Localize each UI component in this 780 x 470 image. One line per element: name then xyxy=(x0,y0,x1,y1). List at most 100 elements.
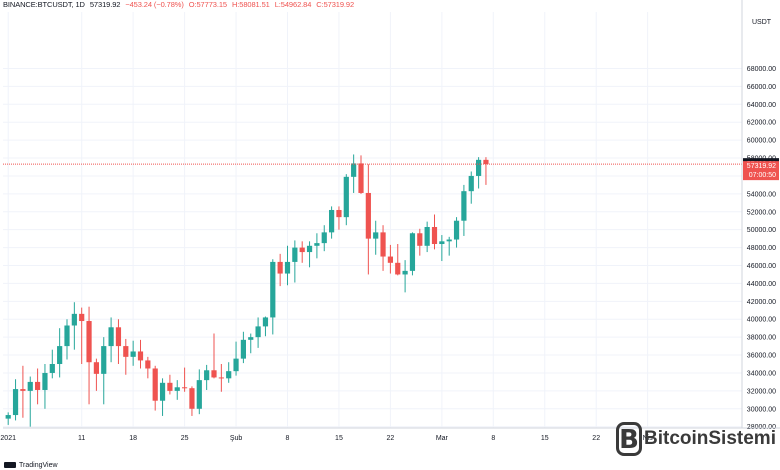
price-tick-label: 46000.00 xyxy=(747,263,776,270)
candle-up xyxy=(71,313,77,326)
candle-down xyxy=(189,388,195,409)
candle-up xyxy=(101,346,107,374)
time-axis: 2021 11 18 25 Şub 8 15 22 Mar 8 15 22 Nis xyxy=(0,427,780,442)
price-tick-label: 42000.00 xyxy=(747,299,776,306)
candle-up xyxy=(57,346,63,365)
bitcoin-b-icon: B xyxy=(616,422,642,456)
candle-up xyxy=(262,317,269,327)
candle-down xyxy=(167,382,173,391)
candle-down xyxy=(123,346,129,357)
symbol-name: BINANCE:BTCUSDT, 1D xyxy=(3,0,85,9)
candle-up xyxy=(292,247,298,262)
price-tick-label: 44000.00 xyxy=(747,281,776,288)
price-tick-label: 60000.00 xyxy=(747,138,776,145)
candle-down xyxy=(86,321,92,363)
candle-down xyxy=(483,159,489,165)
candle-up xyxy=(27,381,33,391)
candle-up xyxy=(255,326,261,338)
price-axis: 28000.0030000.0032000.0034000.0036000.00… xyxy=(741,0,776,431)
candle-up xyxy=(49,364,55,373)
candle-down xyxy=(417,233,423,246)
high-value: H:58081.51 xyxy=(231,0,270,9)
candle-up xyxy=(461,191,467,221)
candle-up xyxy=(130,351,136,357)
price-tick-label: 38000.00 xyxy=(747,335,776,342)
price-tick-label: 64000.00 xyxy=(747,102,776,109)
candle-up xyxy=(42,372,48,390)
candle-up xyxy=(446,239,452,242)
time-tick-label: 25 xyxy=(181,435,189,442)
candle-down xyxy=(137,351,144,361)
price-tick-label: 30000.00 xyxy=(747,406,776,413)
candle-down xyxy=(20,389,26,391)
candle-down xyxy=(358,163,364,193)
candle-up xyxy=(321,232,327,244)
time-tick-label: 8 xyxy=(491,435,495,442)
candle-down xyxy=(211,370,217,378)
candle-down xyxy=(299,247,305,253)
tradingview-brand[interactable]: TradingView xyxy=(4,462,58,469)
candle-up xyxy=(468,175,474,192)
candle-up xyxy=(476,159,482,176)
symbol-header: BINANCE:BTCUSDT, 1D 57319.92 −453.24 (−0… xyxy=(3,0,357,9)
time-tick-label: 22 xyxy=(387,435,395,442)
candle-up xyxy=(204,370,210,381)
time-tick-label: 15 xyxy=(541,435,549,442)
price-tick-label: 68000.00 xyxy=(747,66,776,73)
time-tick-label: 11 xyxy=(78,435,85,442)
candle-down xyxy=(395,262,401,275)
candle-up xyxy=(108,327,114,347)
candle-up xyxy=(284,261,291,274)
last-price: 57319.92 xyxy=(89,0,121,9)
open-value: O:57773.15 xyxy=(188,0,227,9)
tradingview-logo-icon xyxy=(4,462,16,469)
time-tick-label: 22 xyxy=(592,435,600,442)
candle-down xyxy=(115,327,122,347)
candle-down xyxy=(182,387,188,389)
candle-down xyxy=(380,232,386,257)
time-tick-label: 8 xyxy=(286,435,290,442)
candle-up xyxy=(373,232,379,239)
candle-up xyxy=(12,389,19,416)
time-tick-label: Mar xyxy=(436,435,449,442)
price-tick-label: 40000.00 xyxy=(747,317,776,324)
price-tick-label: 54000.00 xyxy=(747,191,776,198)
time-tick-label: Şub xyxy=(230,435,243,442)
time-tick-label: 18 xyxy=(129,435,137,442)
candle-bodies xyxy=(5,159,489,419)
currency-label: USDT xyxy=(752,19,772,26)
candle-up xyxy=(439,241,445,245)
watermark-text: BitcoinSistemi xyxy=(644,428,776,449)
candle-up xyxy=(196,380,202,409)
price-tick-label: 62000.00 xyxy=(747,120,776,127)
candle-up xyxy=(248,337,254,340)
candle-down xyxy=(365,192,371,239)
candle-up xyxy=(240,339,246,359)
candle-up xyxy=(159,382,166,401)
price-tick-label: 32000.00 xyxy=(747,388,776,395)
tradingview-label: TradingView xyxy=(19,462,58,469)
candle-up xyxy=(226,371,232,379)
price-tick-label: 34000.00 xyxy=(747,370,776,377)
candle-up xyxy=(453,220,460,240)
price-tick-label: 36000.00 xyxy=(747,353,776,360)
last-price-label: 57319.92 xyxy=(747,163,776,170)
countdown-label: 07:00:50 xyxy=(749,172,776,179)
candle-down xyxy=(79,313,85,322)
candle-down xyxy=(152,368,158,401)
candle-up xyxy=(314,243,320,246)
candle-up xyxy=(270,261,276,318)
candle-wicks xyxy=(7,154,487,427)
candle-up xyxy=(5,415,11,419)
candle-up xyxy=(402,270,408,275)
low-value: L:54962.84 xyxy=(274,0,312,9)
candle-down xyxy=(35,381,41,390)
time-tick-label: 2021 xyxy=(0,435,16,442)
candle-up xyxy=(64,325,70,347)
grid-lines xyxy=(3,12,742,428)
candle-up xyxy=(409,233,416,271)
price-change: −453.24 (−0.78%) xyxy=(125,0,184,9)
candle-down xyxy=(93,362,99,374)
